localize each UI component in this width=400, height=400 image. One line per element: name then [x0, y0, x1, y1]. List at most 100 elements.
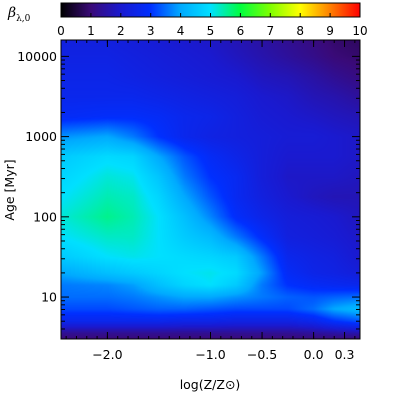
colorbar-cell [114, 3, 116, 17]
colorbar-cell [100, 3, 102, 17]
colorbar-cell [73, 3, 75, 17]
colorbar-cell [266, 3, 268, 17]
colorbar-cell [160, 3, 162, 17]
colorbar-cell [353, 3, 355, 17]
colorbar-cell [169, 3, 171, 17]
colorbar-cell [282, 3, 284, 17]
colorbar-cell [185, 3, 187, 17]
colorbar-cell [124, 3, 126, 17]
colorbar-cell [276, 3, 278, 17]
colorbar-cell [293, 3, 295, 17]
colorbar-cell [89, 3, 91, 17]
colorbar-cell [208, 3, 210, 17]
colorbar-cell [155, 3, 157, 17]
colorbar-cell [177, 3, 179, 17]
colorbar-cell [290, 3, 292, 17]
colorbar-cell [272, 3, 274, 17]
colorbar-ticks: 0 1 2 3 4 5 6 7 8 9 10 [57, 13, 368, 38]
colorbar-cell [216, 3, 218, 17]
colorbar-cell [111, 3, 113, 17]
colorbar-cell [189, 3, 191, 17]
colorbar-cell [237, 3, 239, 17]
colorbar-cell [173, 3, 175, 17]
colorbar-cell [72, 3, 74, 17]
colorbar-cell [305, 3, 307, 17]
colorbar-cell [132, 3, 134, 17]
colorbar-cell [301, 3, 303, 17]
colorbar-cell [79, 3, 81, 17]
colorbar-cell [247, 3, 249, 17]
y-axis-title-text: Age [Myr] [2, 159, 17, 220]
colorbar-cell [171, 3, 173, 17]
colorbar-cell [348, 3, 350, 17]
colorbar-cell [104, 3, 106, 17]
colorbar-cell [122, 3, 124, 17]
colorbar-cell [246, 3, 248, 17]
colorbar-cell [82, 3, 84, 17]
colorbar-cell [116, 3, 118, 17]
colorbar-cell [142, 3, 144, 17]
x-tick-label: 0.0 [304, 347, 324, 362]
colorbar-cell [309, 3, 311, 17]
colorbar-cell [253, 3, 255, 17]
colorbar-cell [302, 3, 304, 17]
colorbar-title-symbol: β [7, 5, 16, 21]
colorbar-cell [93, 3, 95, 17]
colorbar-cell [232, 3, 234, 17]
colorbar-cell [251, 3, 253, 17]
colorbar-cell [225, 3, 227, 17]
colorbar-cell [81, 3, 83, 17]
colorbar-cell [283, 3, 285, 17]
plot-area: −2.0 −1.0 −0.5 0.0 0.3 10 100 1000 10000 [17, 39, 361, 362]
colorbar-cell [270, 3, 272, 17]
colorbar-cell [191, 3, 193, 17]
colorbar-cell [112, 3, 114, 17]
colorbar-cell [121, 3, 123, 17]
colorbar-cell [130, 3, 132, 17]
colorbar-cell [335, 3, 337, 17]
colorbar-cell [105, 3, 107, 17]
colorbar-cell [334, 3, 336, 17]
colorbar-cell [336, 3, 338, 17]
colorbar-cell [134, 3, 136, 17]
colorbar-tick-label: 10 [352, 24, 367, 38]
heatmap-container [61, 40, 360, 339]
y-tick-label: 1000 [25, 129, 57, 144]
colorbar-cell [86, 3, 88, 17]
colorbar-cell [190, 3, 192, 17]
colorbar-cell [352, 3, 354, 17]
colorbar-cell [153, 3, 155, 17]
colorbar-cell [338, 3, 340, 17]
colorbar-cell [207, 3, 209, 17]
colorbar-cell [239, 3, 241, 17]
colorbar-cell [184, 3, 186, 17]
colorbar-cell [84, 3, 86, 17]
colorbar-cell [87, 3, 89, 17]
colorbar-cell [245, 3, 247, 17]
colorbar-cell [198, 3, 200, 17]
y-axis-ticks: 10 100 1000 10000 [17, 49, 360, 340]
colorbar-cell [288, 3, 290, 17]
colorbar-cell [312, 3, 314, 17]
colorbar-cell [202, 3, 204, 17]
colorbar-cell [168, 3, 170, 17]
colorbar-cell [341, 3, 343, 17]
colorbar-cell [241, 3, 243, 17]
colorbar-cell [304, 3, 306, 17]
colorbar-cell [287, 3, 289, 17]
colorbar-cell [150, 3, 152, 17]
y-tick-label: 100 [33, 209, 57, 224]
colorbar-cell [271, 3, 273, 17]
colorbar-tick-label: 6 [237, 24, 245, 38]
colorbar-cell [330, 3, 332, 17]
colorbar-strip [61, 3, 361, 17]
colorbar-cell [200, 3, 202, 17]
colorbar-cell [204, 3, 206, 17]
colorbar-cell [103, 3, 105, 17]
colorbar-cell [224, 3, 226, 17]
colorbar-tick-label: 3 [147, 24, 155, 38]
colorbar-cell [265, 3, 267, 17]
colorbar-cell [233, 3, 235, 17]
colorbar-cell [351, 3, 353, 17]
colorbar-cell [331, 3, 333, 17]
